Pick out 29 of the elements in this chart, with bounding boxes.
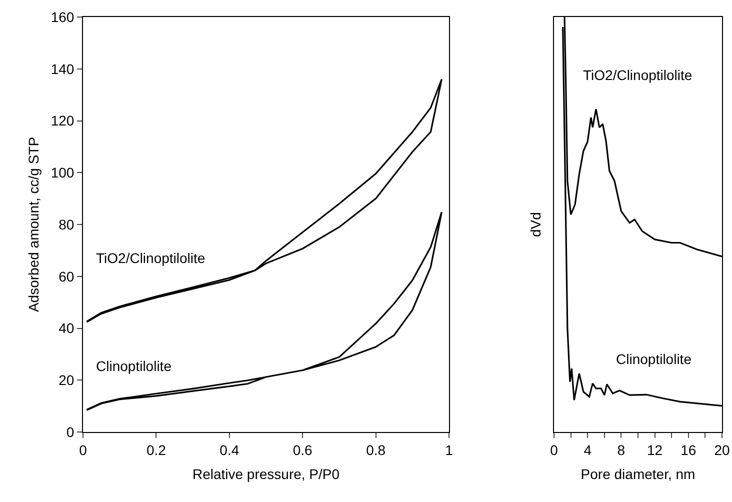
x-tick-label: 12: [647, 442, 663, 458]
x-tick-label: 0: [550, 442, 558, 458]
x-tick-label: 4: [584, 442, 592, 458]
y-tick-label: 140: [50, 60, 74, 77]
x-tick-label: 1: [445, 442, 454, 458]
series-label: Clinoptilolite: [96, 358, 172, 374]
y-tick-label: 60: [58, 268, 74, 284]
y-tick-label: 80: [58, 216, 74, 232]
y-tick-label: 120: [50, 112, 74, 129]
x-axis-title: Pore diameter, nm: [580, 466, 696, 482]
x-tick-label: 16: [680, 442, 696, 458]
x-tick-label: 8: [617, 442, 626, 458]
y-tick-label: 0: [66, 424, 74, 440]
x-tick-label: 20: [714, 442, 730, 458]
y-axis-title: dVd: [528, 212, 544, 237]
series-label: TiO2/Clinoptilolite: [583, 67, 692, 83]
x-tick-label: 0.4: [220, 442, 240, 458]
y-tick-label: 100: [50, 164, 74, 181]
x-tick-label: 0: [79, 442, 88, 458]
x-axis-title: Relative pressure, P/P0: [192, 466, 340, 482]
y-tick-label: 20: [58, 372, 74, 388]
y-tick-label: 40: [58, 320, 74, 336]
series-label: TiO2/Clinoptilolite: [96, 250, 206, 266]
series-label: Clinoptilolite: [616, 351, 692, 367]
x-tick-label: 0.8: [366, 442, 386, 458]
x-tick-label: 0.2: [146, 442, 166, 458]
x-tick-label: 0.6: [292, 442, 313, 458]
y-tick-label: 160: [50, 8, 74, 25]
y-axis-title: Adsorbed amount, cc/g STP: [25, 136, 42, 312]
